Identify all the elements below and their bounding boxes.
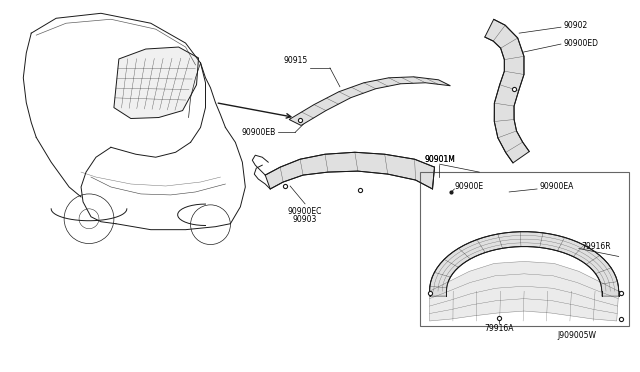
- Polygon shape: [265, 152, 435, 189]
- Text: 90900EC: 90900EC: [288, 207, 323, 216]
- Polygon shape: [114, 47, 198, 119]
- Text: 79916R: 79916R: [581, 242, 611, 251]
- Polygon shape: [429, 262, 619, 321]
- Text: 90900ED: 90900ED: [564, 39, 599, 48]
- Text: 90915: 90915: [284, 56, 308, 65]
- Polygon shape: [289, 77, 451, 125]
- Text: 90900EA: 90900EA: [539, 183, 573, 192]
- Text: 79916A: 79916A: [484, 324, 514, 333]
- Polygon shape: [429, 232, 619, 296]
- Text: 90900EB: 90900EB: [242, 128, 276, 137]
- Text: 90900E: 90900E: [454, 183, 484, 192]
- Bar: [420, 172, 628, 326]
- Text: J909005W: J909005W: [557, 331, 596, 340]
- Text: 90902: 90902: [564, 21, 588, 30]
- Text: 90903: 90903: [293, 215, 317, 224]
- Text: 90901M: 90901M: [424, 155, 455, 164]
- Polygon shape: [485, 19, 529, 163]
- Text: 90901M: 90901M: [424, 155, 455, 164]
